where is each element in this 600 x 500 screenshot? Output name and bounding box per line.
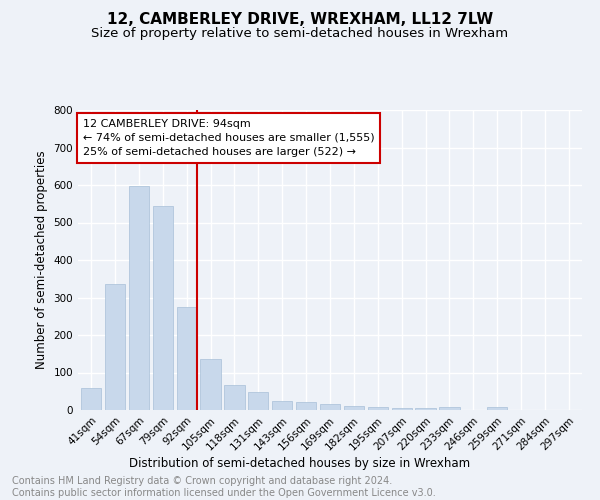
Bar bbox=[368, 408, 388, 410]
Y-axis label: Number of semi-detached properties: Number of semi-detached properties bbox=[35, 150, 48, 370]
Bar bbox=[415, 408, 436, 410]
Text: 12 CAMBERLEY DRIVE: 94sqm
← 74% of semi-detached houses are smaller (1,555)
25% : 12 CAMBERLEY DRIVE: 94sqm ← 74% of semi-… bbox=[83, 119, 374, 157]
Bar bbox=[200, 358, 221, 410]
Bar bbox=[344, 406, 364, 410]
Bar bbox=[487, 408, 508, 410]
Bar bbox=[439, 406, 460, 410]
Bar bbox=[392, 408, 412, 410]
Bar bbox=[296, 402, 316, 410]
Bar bbox=[152, 206, 173, 410]
Bar bbox=[272, 400, 292, 410]
Bar bbox=[105, 284, 125, 410]
Bar bbox=[129, 186, 149, 410]
Bar bbox=[320, 404, 340, 410]
Bar bbox=[248, 392, 268, 410]
Bar bbox=[224, 385, 245, 410]
Text: Size of property relative to semi-detached houses in Wrexham: Size of property relative to semi-detach… bbox=[91, 28, 509, 40]
Bar bbox=[81, 388, 101, 410]
Text: Contains HM Land Registry data © Crown copyright and database right 2024.
Contai: Contains HM Land Registry data © Crown c… bbox=[12, 476, 436, 498]
Text: 12, CAMBERLEY DRIVE, WREXHAM, LL12 7LW: 12, CAMBERLEY DRIVE, WREXHAM, LL12 7LW bbox=[107, 12, 493, 28]
Bar bbox=[176, 307, 197, 410]
Text: Distribution of semi-detached houses by size in Wrexham: Distribution of semi-detached houses by … bbox=[130, 458, 470, 470]
